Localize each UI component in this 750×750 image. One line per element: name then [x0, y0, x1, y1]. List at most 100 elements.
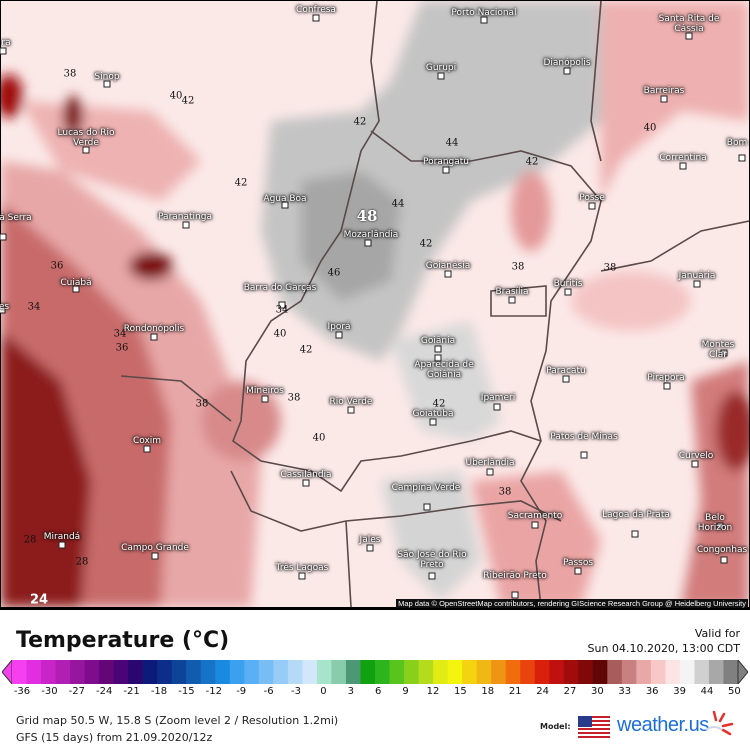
- city-marker: [0, 306, 6, 314]
- city-marker: [429, 418, 437, 426]
- city-marker: [298, 572, 306, 580]
- city-marker: [580, 451, 588, 459]
- city-marker: [428, 572, 436, 580]
- contour-label: 44: [445, 137, 459, 149]
- city-label: Campina Verde: [391, 483, 461, 493]
- scale-swatch: [229, 660, 245, 684]
- model-label: Model:: [540, 722, 571, 731]
- city-marker: [151, 552, 159, 560]
- scale-swatch: [215, 660, 231, 684]
- contour-label: 44: [391, 198, 405, 210]
- scale-swatch: [12, 660, 28, 684]
- color-scale-ticks: -36 -30 -27 -24 -21 -18 -15 -12 -9 -6 -3 0 3 6 9 12 15 18…: [0, 686, 750, 700]
- city-marker: [423, 503, 431, 511]
- scale-swatch: [708, 660, 724, 684]
- city-label: Goiânia: [420, 336, 456, 346]
- scale-swatch: [534, 660, 550, 684]
- city-label: ra: [1, 38, 11, 48]
- scale-tick-label: -30: [41, 686, 58, 697]
- scale-swatch: [316, 660, 332, 684]
- city-marker: [563, 67, 571, 75]
- city-label: Congonhas: [696, 545, 748, 555]
- city-label: Rio Verde: [329, 397, 373, 407]
- scale-swatch: [244, 660, 260, 684]
- city-marker: [511, 591, 519, 599]
- city-marker: [103, 80, 111, 88]
- scale-swatch: [607, 660, 623, 684]
- scale-tick-label: -15: [178, 686, 195, 697]
- scale-swatch: [345, 660, 361, 684]
- scale-swatch: [404, 660, 420, 684]
- contour-label: 42: [299, 344, 313, 356]
- contour-label: 38: [195, 398, 209, 410]
- city-label: Belo Horizon: [697, 513, 733, 533]
- scale-swatch: [723, 660, 739, 684]
- contour-label: 40: [312, 432, 326, 444]
- scale-swatch: [476, 660, 492, 684]
- city-marker: [679, 162, 687, 170]
- city-label: Mineiros: [246, 386, 284, 396]
- scale-tick-label: -6: [263, 686, 274, 697]
- city-label: Jales: [359, 535, 381, 545]
- city-marker: [720, 556, 728, 564]
- contour-label: 28: [23, 534, 37, 546]
- city-label: Paranatinga: [158, 212, 212, 222]
- scale-swatch: [55, 660, 71, 684]
- valid-time-value: Sun 04.10.2020, 13:00 CDT: [587, 642, 740, 655]
- city-label: Agua Boa: [263, 194, 307, 204]
- city-label: Curvelo: [678, 451, 714, 461]
- city-marker: [493, 403, 501, 411]
- city-marker: [366, 544, 374, 552]
- city-marker: [261, 395, 269, 403]
- city-marker: [588, 202, 596, 210]
- city-label: es: [0, 302, 10, 312]
- city-marker: [444, 270, 452, 278]
- city-label: Uberlândia: [465, 458, 515, 468]
- scale-tick-label: -27: [68, 686, 85, 697]
- city-marker: [58, 541, 66, 549]
- scale-tick-label: -36: [13, 686, 31, 697]
- city-marker: [691, 460, 699, 468]
- city-marker: [716, 522, 724, 530]
- scale-swatch: [26, 660, 42, 684]
- contour-label: 42: [432, 398, 446, 410]
- scale-swatch: [258, 660, 274, 684]
- city-label: Sinop: [94, 72, 120, 82]
- city-label: Três Lagoas: [275, 563, 329, 573]
- scale-tick-label: 21: [508, 686, 522, 697]
- scale-swatch: [491, 660, 507, 684]
- contour-label: 40: [273, 328, 287, 340]
- contour-label: 42: [419, 238, 433, 250]
- scale-tick-label: -21: [123, 686, 140, 697]
- city-marker: [150, 333, 158, 341]
- contour-label: 36: [50, 260, 64, 272]
- scale-tick-label: 44: [700, 686, 714, 697]
- temperature-map[interactable]: Confresa Porto Nacional Santa Rita de Cáss…: [0, 0, 750, 610]
- contour-label: 38: [498, 486, 512, 498]
- city-marker: [0, 233, 7, 241]
- scale-tick-label: 33: [618, 686, 632, 697]
- scale-swatch: [505, 660, 521, 684]
- city-marker: [480, 16, 488, 24]
- scale-arrow-max: [737, 660, 748, 684]
- contour-label: 42: [353, 116, 367, 128]
- city-label: Aparecida de Goiânia: [414, 360, 474, 380]
- scale-swatch: [331, 660, 347, 684]
- city-label: Gurupi: [425, 63, 457, 73]
- scale-arrow-min: [2, 660, 13, 684]
- scale-swatch: [679, 660, 695, 684]
- contour-label: 40: [643, 122, 657, 134]
- scale-swatch: [549, 660, 565, 684]
- scale-tick-label: 6: [375, 686, 382, 697]
- scale-swatch: [273, 660, 289, 684]
- scale-tick-label: 12: [426, 686, 440, 697]
- city-label: Paracatu: [546, 366, 586, 376]
- scale-tick-label: -12: [205, 686, 222, 697]
- grid-info: Grid map 50.5 W, 15.8 S (Zoom level 2 / …: [16, 714, 339, 727]
- scale-swatch: [665, 660, 681, 684]
- weather-us-logo[interactable]: weather.us: [617, 714, 709, 736]
- scale-swatch: [520, 660, 536, 684]
- city-label: Confresa: [296, 5, 336, 15]
- city-marker: [685, 32, 693, 40]
- city-marker: [143, 445, 151, 453]
